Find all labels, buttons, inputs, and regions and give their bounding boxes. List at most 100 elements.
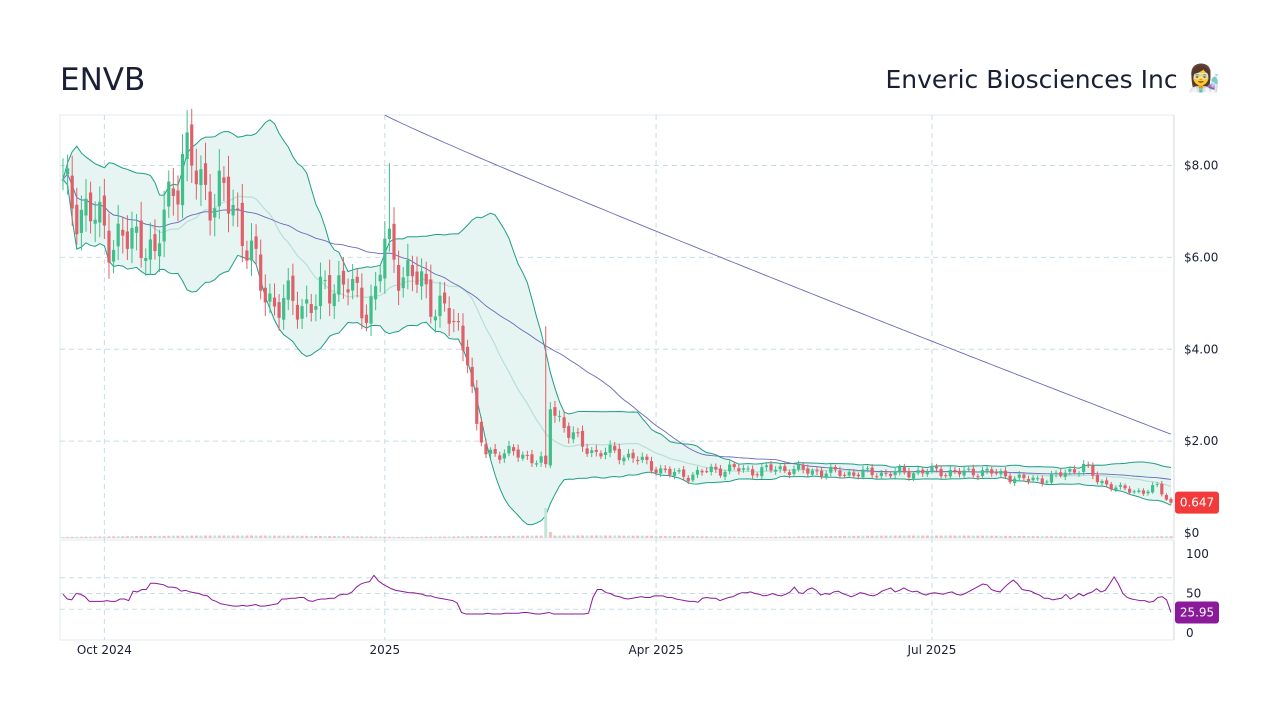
candle-body <box>865 468 870 470</box>
volume-bar <box>135 536 139 538</box>
candle-body <box>125 231 129 249</box>
volume-bar <box>148 535 152 538</box>
candle-body <box>585 448 589 454</box>
candle-body <box>383 238 387 279</box>
candle-body <box>493 449 497 454</box>
candle-body <box>65 168 70 175</box>
chart-axes: $0 $2.00 $4.00 $6.00 $8.00 0 50 100 Oct 2024 2025… <box>77 115 1219 657</box>
volume-bar <box>355 536 359 538</box>
volume-bar <box>1040 536 1044 538</box>
volume-bar <box>383 536 387 538</box>
bollinger-upper <box>62 119 1172 469</box>
volume-bar <box>516 535 520 538</box>
volume-bar <box>1059 536 1063 538</box>
candle-body <box>999 470 1003 475</box>
candle-body <box>433 316 437 321</box>
volume-bar <box>585 535 589 538</box>
volume-bar <box>571 535 575 538</box>
volume-bar <box>1141 536 1145 538</box>
rsi-tick-label: 50 <box>1186 587 1201 601</box>
volume-bar <box>944 535 948 538</box>
volume-bar <box>682 536 686 538</box>
candle-body <box>787 472 792 475</box>
volume-bar <box>843 535 847 538</box>
volume-bar <box>222 535 226 538</box>
candle-body <box>121 229 125 236</box>
candle-body <box>613 445 617 451</box>
last-price-badge <box>1175 491 1219 514</box>
volume-bar <box>1063 536 1067 538</box>
candle-body <box>314 306 318 310</box>
volume-bar <box>1151 536 1155 538</box>
candle-body <box>438 295 442 317</box>
volume-bar <box>443 536 447 538</box>
volume-bar <box>889 535 893 538</box>
volume-bar <box>102 536 106 538</box>
candle-body <box>226 176 231 214</box>
volume-bar <box>502 535 506 538</box>
volume-bar <box>1082 536 1086 538</box>
volume-bar <box>953 535 957 538</box>
volume-bar <box>1128 536 1132 538</box>
volume-bar <box>144 535 148 538</box>
volume-bar <box>194 535 198 538</box>
candle-body <box>1026 479 1031 482</box>
candle-body <box>567 425 571 438</box>
candle-body <box>1017 474 1021 478</box>
candle-body <box>1003 470 1008 477</box>
candle-body <box>590 450 594 453</box>
volume-bar <box>116 536 120 538</box>
candle-body <box>557 415 562 417</box>
candle-body <box>254 236 258 249</box>
candle-body <box>442 292 447 304</box>
volume-bar <box>525 535 529 538</box>
candle-body <box>392 223 396 260</box>
volume-bar <box>461 536 465 538</box>
volume-bar <box>732 536 736 538</box>
candle-body <box>1100 480 1104 484</box>
volume-bar <box>130 536 134 538</box>
candle-body <box>213 208 217 218</box>
candle-body <box>116 223 120 247</box>
volume-bar <box>622 535 626 538</box>
candle-body <box>84 198 88 216</box>
candle-body <box>875 476 879 478</box>
candle-body <box>824 473 828 478</box>
candle-body <box>916 470 920 473</box>
volume-bar <box>433 536 437 538</box>
candle-body <box>847 472 851 476</box>
candle-body <box>323 280 327 282</box>
company-header: Enveric Biosciences Inc 👩‍🔬 <box>885 64 1220 94</box>
candle-body <box>755 474 759 476</box>
volume-bar <box>410 536 414 538</box>
volume-bar <box>714 536 718 538</box>
volume-bar <box>783 536 787 538</box>
candle-body <box>452 320 456 322</box>
candle-body <box>645 456 649 460</box>
rsi-line <box>62 574 1172 615</box>
candle-body <box>130 228 134 249</box>
candle-body <box>571 432 575 440</box>
rsi-tick-label: 100 <box>1186 547 1209 561</box>
volume-bar <box>893 535 897 538</box>
volume-bar <box>300 535 304 538</box>
candle-body <box>456 321 460 323</box>
volume-bar <box>415 536 419 538</box>
volume-bar <box>962 535 966 538</box>
candle-body <box>245 250 249 261</box>
candle-body <box>1045 481 1049 483</box>
candle-body <box>387 228 392 240</box>
volume-bar <box>424 536 428 538</box>
volume-bar <box>866 535 870 538</box>
volume-bar <box>852 535 856 538</box>
volume-bar <box>709 536 713 538</box>
candle-body <box>778 466 782 470</box>
volume-bar <box>1086 536 1090 538</box>
candle-body <box>700 470 704 473</box>
candle-body <box>415 271 419 285</box>
time-tick-label: Jul 2025 <box>907 643 957 657</box>
volume-bar <box>291 535 295 538</box>
volume-bar <box>1146 536 1150 538</box>
candle-body <box>199 169 203 186</box>
